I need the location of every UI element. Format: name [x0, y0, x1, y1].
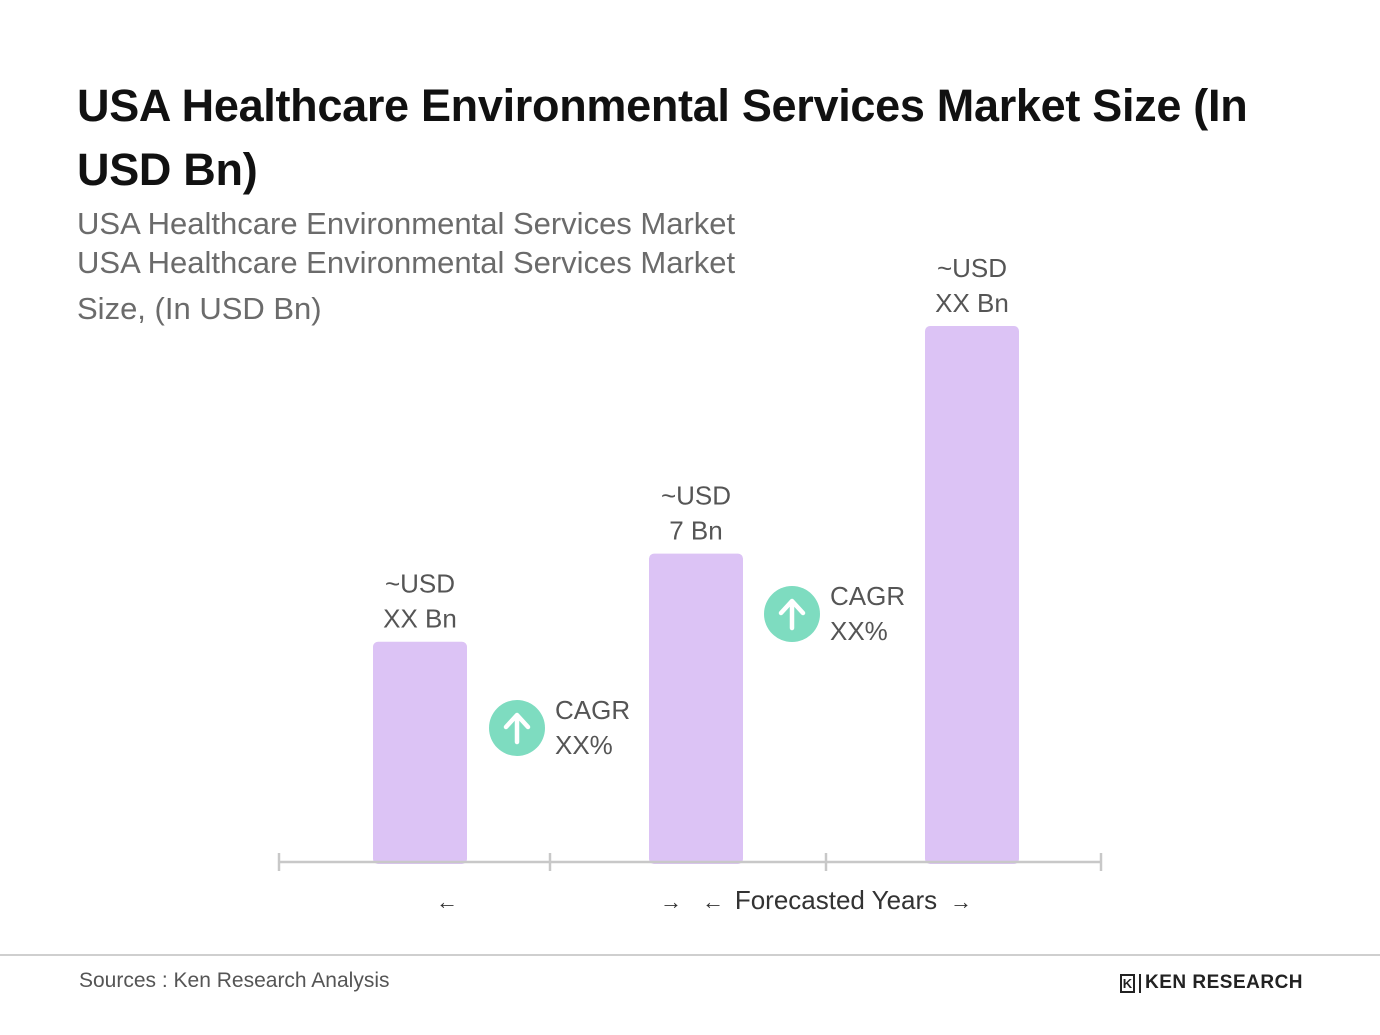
arrow-up-icon [503, 712, 531, 745]
forecasted-years-label: Forecasted Years [735, 885, 937, 915]
subtitle-line: USA Healthcare Environmental Services Ma… [77, 245, 736, 280]
logo-separator [1139, 973, 1141, 993]
subtitle-line: Size, (In USD Bn) [77, 291, 322, 326]
footer-divider [0, 954, 1380, 956]
arrow-left-icon: ← [702, 889, 724, 914]
bar [925, 326, 1019, 864]
bar-value-label: XX Bn [935, 288, 1009, 318]
chart-subtitle: USA Healthcare Environmental Services Ma… [77, 204, 797, 328]
logo-mark-icon: K [1120, 973, 1135, 993]
arrow-up-icon [778, 598, 806, 631]
bar-value-label: XX Bn [383, 604, 457, 634]
sources-text: Sources : Ken Research Analysis [79, 969, 390, 992]
arrow-right-icon: → [660, 889, 682, 914]
cagr-label: CAGR [830, 581, 905, 611]
cagr-value: XX% [830, 616, 888, 646]
bar-value-label: ~USD [937, 253, 1007, 283]
subtitle-line: USA Healthcare Environmental Services Ma… [77, 206, 736, 241]
bar-value-label: 7 Bn [669, 516, 723, 546]
logo-text: KEN RESEARCH [1145, 972, 1304, 993]
arrow-left-icon: ← [436, 889, 458, 914]
bar-value-label: ~USD [661, 481, 731, 511]
cagr-label: CAGR [555, 695, 630, 725]
ken-research-logo: K KEN RESEARCH [1120, 972, 1303, 994]
chart-title: USA Healthcare Environmental Services Ma… [77, 80, 1248, 195]
bar [649, 553, 743, 864]
arrow-right-icon: → [950, 889, 972, 914]
bar-chart: ~USD XX Bn ~USD 7 Bn ~USD XX Bn CAGR XX% CAGR XX%… [277, 253, 1103, 915]
bar [373, 641, 467, 864]
cagr-value: XX% [555, 730, 613, 760]
bar-value-label: ~USD [385, 569, 455, 599]
